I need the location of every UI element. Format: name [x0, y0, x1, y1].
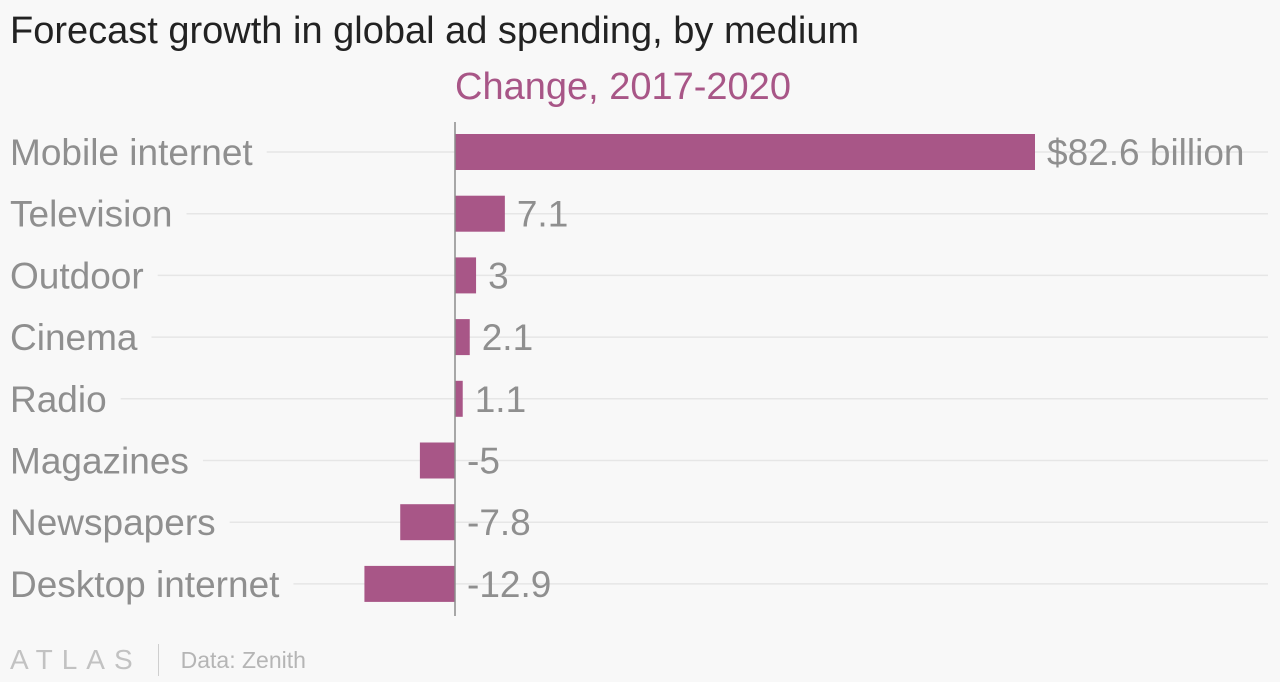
bar [364, 565, 455, 602]
bar [455, 134, 1035, 170]
data-label: 7.1 [517, 194, 568, 235]
bar [455, 257, 477, 294]
data-label: -5 [467, 441, 500, 482]
category-label: Outdoor [10, 255, 144, 296]
data-label: $82.6 billion [1047, 132, 1244, 173]
category-label: Radio [10, 379, 107, 420]
data-label: 3 [488, 255, 509, 296]
category-label: Desktop internet [10, 564, 280, 605]
data-source: Data: Zenith [180, 646, 306, 673]
chart-title: Forecast growth in global ad spending, b… [10, 10, 860, 52]
category-label: Mobile internet [10, 132, 253, 173]
bar [419, 442, 455, 479]
bar [455, 195, 505, 232]
category-label: Newspapers [10, 502, 216, 543]
footer-divider [157, 644, 159, 676]
category-label: Cinema [10, 317, 138, 358]
category-label: Television [10, 194, 172, 235]
data-label: 1.1 [475, 379, 526, 420]
bar [455, 319, 470, 356]
bar [455, 380, 463, 417]
atlas-logo: ATLAS [10, 644, 142, 675]
data-label: -12.9 [467, 564, 551, 605]
chart-subtitle: Change, 2017-2020 [455, 66, 791, 108]
bar [400, 504, 455, 541]
category-label: Magazines [10, 441, 189, 482]
data-label: 2.1 [482, 317, 533, 358]
data-label: -7.8 [467, 502, 531, 543]
footer: ATLAS Data: Zenith [10, 644, 306, 676]
